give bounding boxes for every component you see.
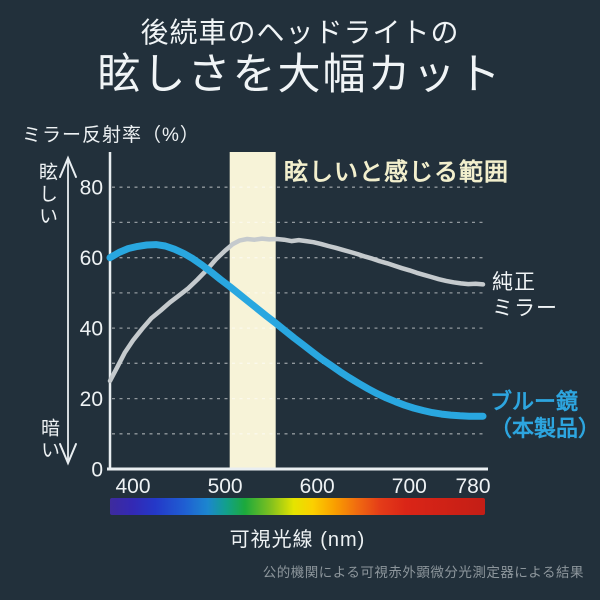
title-line-2: 眩しさを大幅カット [97,50,503,99]
series-label-blue-mirror: ブルー鏡 （本製品） [490,389,600,441]
y-tick-label: 0 [91,459,103,482]
series-label-genuine-mirror: 純正 ミラー [492,271,558,320]
y-axis-title: ミラー反射率（%） [22,125,200,146]
page-title: 後続車のヘッドライトの 眩しさを大幅カット [0,16,600,99]
y-tick-label: 80 [80,177,103,200]
visible-spectrum-bar [110,498,485,515]
series-line-1 [106,241,487,420]
arrow-down-icon [59,443,77,466]
x-tick-label: 700 [392,475,427,498]
axis-low-label: 暗い [38,418,59,462]
x-tick-label: 400 [115,475,150,498]
y-tick-label: 40 [80,318,103,341]
series-line-0 [107,236,486,384]
x-tick-label: 780 [455,475,490,498]
x-axis-title: 可視光線 (nm) [229,529,366,551]
y-tick-label: 60 [80,247,103,270]
footnote: 公的機関による可視赤外顕微分光測定器による結果 [262,565,584,580]
x-tick-label: 500 [208,475,243,498]
dazzle-band-label: 眩しいと感じる範囲 [284,159,509,186]
title-line-1: 後続車のヘッドライトの [140,17,460,48]
arrow-up-icon [59,155,77,178]
y-tick-label: 20 [80,388,103,411]
dazzle-band [229,152,276,469]
axis-high-label: 眩しい [36,162,57,228]
x-tick-label: 600 [300,475,335,498]
